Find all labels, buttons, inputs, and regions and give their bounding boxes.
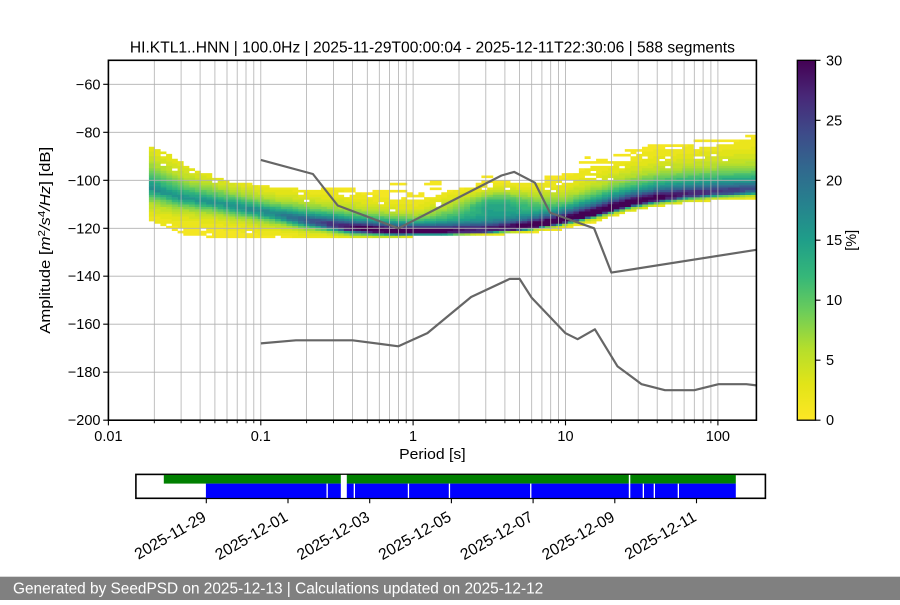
svg-text:5: 5 (826, 353, 834, 369)
svg-text:[%]: [%] (844, 230, 860, 251)
svg-text:Period [s]: Period [s] (399, 447, 466, 463)
svg-text:−200: −200 (68, 413, 101, 429)
svg-text:−180: −180 (68, 365, 101, 381)
svg-text:1: 1 (409, 429, 417, 445)
svg-text:Amplitude [m2/s4/Hz] [dB]: Amplitude [m2/s4/Hz] [dB] (37, 147, 54, 334)
svg-text:0.1: 0.1 (251, 429, 271, 445)
svg-text:−160: −160 (68, 317, 101, 333)
svg-text:HI.KTL1..HNN | 100.0Hz | 2025-: HI.KTL1..HNN | 100.0Hz | 2025-11-29T00:0… (130, 40, 735, 57)
svg-text:0.01: 0.01 (94, 429, 122, 445)
svg-text:25: 25 (826, 113, 842, 129)
svg-text:−140: −140 (68, 269, 101, 285)
svg-text:0: 0 (826, 413, 834, 429)
svg-text:10: 10 (826, 293, 842, 309)
svg-text:30: 30 (826, 53, 842, 69)
svg-text:−80: −80 (76, 125, 101, 141)
svg-text:15: 15 (826, 233, 842, 249)
svg-text:100: 100 (706, 429, 730, 445)
svg-text:20: 20 (826, 173, 842, 189)
svg-text:−120: −120 (68, 221, 101, 237)
svg-text:10: 10 (557, 429, 573, 445)
svg-text:−100: −100 (68, 173, 101, 189)
svg-text:Generated by SeedPSD on 2025-1: Generated by SeedPSD on 2025-12-13 | Cal… (13, 581, 543, 598)
svg-text:−60: −60 (76, 77, 101, 93)
